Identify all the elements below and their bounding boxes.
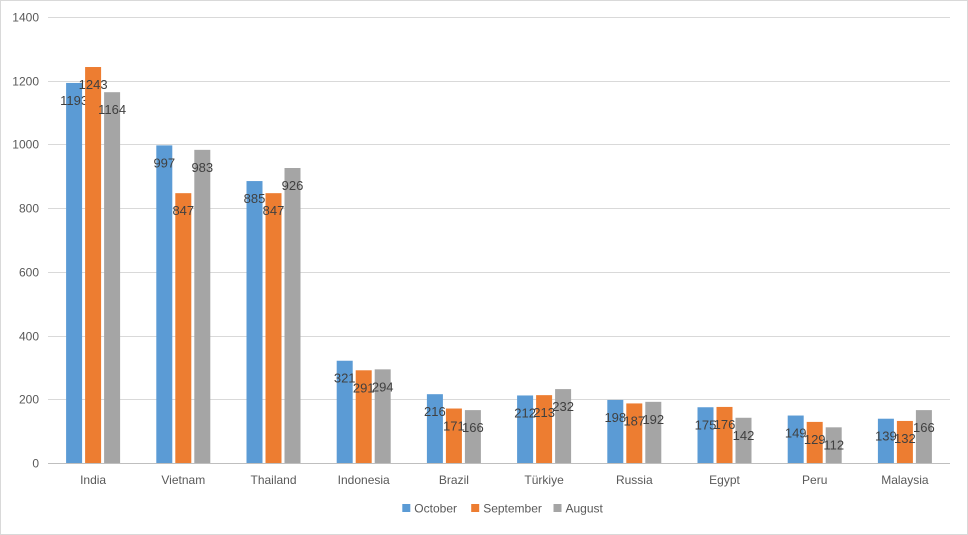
- data-label: 1164: [98, 102, 126, 117]
- data-label: 997: [153, 155, 175, 170]
- legend-label: September: [483, 502, 542, 516]
- x-tick-label: Peru: [802, 473, 827, 487]
- x-tick-label: India: [80, 473, 106, 487]
- data-label: 166: [913, 420, 935, 435]
- bar: [555, 389, 572, 463]
- data-label: 213: [533, 405, 555, 420]
- data-label: 232: [552, 399, 574, 414]
- data-label: 132: [894, 431, 916, 446]
- data-label: 192: [642, 412, 664, 427]
- bar: [697, 407, 714, 463]
- data-label: 216: [424, 404, 446, 419]
- x-tick-label: Vietnam: [161, 473, 205, 487]
- data-label: 129: [804, 432, 826, 447]
- bar: [284, 168, 301, 463]
- legend-label: October: [414, 502, 457, 516]
- data-label: 112: [823, 437, 844, 452]
- bar: [645, 401, 662, 463]
- bar: [336, 360, 353, 463]
- data-label: 847: [263, 203, 285, 218]
- x-tick-label: Türkiye: [524, 473, 564, 487]
- y-tick-label: 1400: [12, 11, 39, 25]
- data-label: 142: [733, 428, 755, 443]
- legend-swatch: [402, 504, 411, 512]
- bar: [194, 149, 211, 463]
- bar: [156, 145, 173, 464]
- data-label: 926: [282, 178, 304, 193]
- bar: [517, 395, 534, 463]
- legend-swatch: [471, 504, 480, 512]
- data-label: 139: [875, 429, 897, 444]
- y-tick-label: 200: [19, 393, 39, 407]
- y-tick-label: 800: [19, 202, 39, 216]
- data-label: 198: [604, 410, 626, 425]
- bar: [355, 370, 372, 463]
- data-label: 321: [334, 371, 356, 386]
- bar: [464, 410, 481, 463]
- data-label: 176: [714, 417, 736, 432]
- data-label: 149: [785, 426, 807, 441]
- y-tick-label: 1000: [12, 138, 39, 152]
- y-tick-label: 600: [19, 266, 39, 280]
- bar: [716, 406, 733, 463]
- data-label: 847: [172, 203, 194, 218]
- bar: [66, 82, 83, 464]
- bar: [445, 408, 462, 463]
- bar: [896, 420, 913, 463]
- y-tick-label: 400: [19, 330, 39, 344]
- bar: [246, 181, 263, 464]
- bar: [915, 410, 932, 463]
- x-tick-label: Egypt: [709, 473, 740, 487]
- legend-swatch: [553, 504, 562, 512]
- bar: [175, 193, 192, 464]
- data-label: 983: [191, 160, 213, 175]
- y-tick-label: 0: [32, 457, 39, 471]
- data-label: 291: [353, 380, 375, 395]
- data-label: 212: [514, 405, 536, 420]
- bar: [104, 92, 121, 463]
- bar: [806, 421, 823, 463]
- bar: [426, 394, 443, 463]
- x-tick-label: Indonesia: [338, 473, 390, 487]
- x-tick-label: Brazil: [439, 473, 469, 487]
- bar: [85, 67, 102, 463]
- bar: [735, 417, 752, 463]
- data-label: 885: [244, 191, 266, 206]
- bar: [877, 418, 894, 463]
- data-label: 187: [623, 413, 645, 428]
- x-tick-label: Malaysia: [881, 473, 929, 487]
- legend-label: August: [566, 502, 604, 516]
- data-label: 166: [462, 420, 484, 435]
- bar: [265, 193, 282, 464]
- data-label: 294: [372, 379, 394, 394]
- data-label: 1243: [79, 77, 108, 92]
- bar: [825, 427, 842, 463]
- data-label: 1193: [60, 93, 88, 108]
- x-tick-label: Thailand: [250, 473, 296, 487]
- bar: [787, 415, 804, 463]
- data-label: 175: [695, 417, 717, 432]
- bar: [536, 395, 553, 463]
- data-label: 171: [443, 419, 465, 434]
- bar: [374, 369, 391, 463]
- bar: [626, 403, 643, 463]
- y-tick-label: 1200: [12, 75, 39, 89]
- bar: [607, 399, 624, 463]
- x-tick-label: Russia: [616, 473, 653, 487]
